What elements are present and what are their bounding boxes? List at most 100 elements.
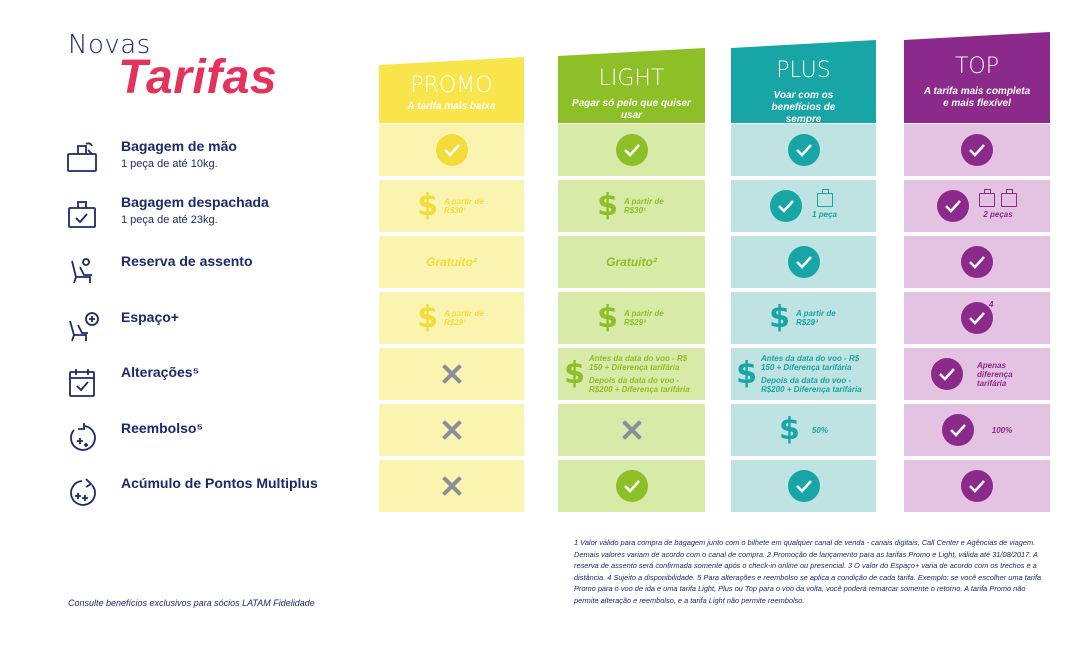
refund-icon <box>70 423 96 451</box>
promo-cell-espaco: $ A partir de R$29³ <box>379 292 524 344</box>
feature-sub: 1 peça de até 10kg. <box>121 158 218 170</box>
bag-icon <box>816 189 833 207</box>
points-icon <box>70 478 96 506</box>
carry-on-bag-icon <box>67 142 97 172</box>
plus-cell-espaco: $ A partir de R$29³ <box>731 292 876 344</box>
feature-sub: 1 peça de até 23kg. <box>121 214 218 226</box>
bag-count-label: 1 peça <box>812 210 837 219</box>
top-header-bg <box>904 32 1050 123</box>
feature-row-carry-on: Bagagem de mão 1 peça de até 10kg. <box>66 136 366 186</box>
feature-name: Reembolso⁵ <box>121 420 204 436</box>
check-icon <box>931 358 963 390</box>
x-icon <box>441 363 463 385</box>
x-icon <box>441 475 463 497</box>
check-icon <box>787 134 820 166</box>
checked-bag-icon <box>68 201 96 228</box>
change-after: Depois da data do voo - R$200 + Diferenç… <box>588 376 690 394</box>
price-label: A partir de R$30¹ <box>623 197 664 215</box>
change-before: Antes da data do voo - R$ 150 + Diferenç… <box>588 354 688 372</box>
light-cell-refund <box>558 404 705 456</box>
top-cell-changes: Apenas diferença tarifária <box>904 348 1050 400</box>
column-light: LIGHT Pagar só pelo que quiser usar $ A p… <box>558 48 705 512</box>
price-label: A partir de R$29³ <box>795 309 836 327</box>
feature-row-refund: Reembolso⁵ <box>66 418 366 468</box>
title-novas: Novas <box>68 30 151 60</box>
x-icon <box>441 419 463 441</box>
dollar-icon: $ <box>564 356 585 391</box>
top-cell-espaco: 4 <box>904 292 1050 344</box>
promo-cell-points <box>379 460 524 512</box>
footnote-marker: 4 <box>989 300 994 309</box>
check-icon <box>615 134 648 166</box>
title-tarifas: Tarifas <box>118 51 278 104</box>
promo-cell-carry-on <box>379 124 524 176</box>
check-icon <box>961 246 993 278</box>
dollar-icon: $ <box>779 412 800 447</box>
check-icon <box>435 134 468 166</box>
feature-name: Bagagem despachada <box>121 194 269 210</box>
top-cell-points <box>904 460 1050 512</box>
light-header-bg <box>558 48 705 123</box>
check-icon <box>770 190 803 222</box>
seat-icon <box>71 258 92 284</box>
promo-header-bg <box>379 57 524 123</box>
feature-name: Reserva de assento <box>121 253 253 269</box>
light-cell-changes: $ Antes da data do voo - R$ 150 + Difere… <box>558 348 705 400</box>
feature-name: Espaço+ <box>121 309 179 325</box>
check-icon <box>787 246 820 278</box>
tariff-desc-top: A tarifa mais completa e mais flexível <box>923 86 1031 109</box>
change-after: Depois da data do voo - R$200 + Diferenç… <box>760 376 862 394</box>
check-icon <box>941 414 974 446</box>
dollar-icon: $ <box>736 356 757 391</box>
tariff-name-light: LIGHT <box>598 66 665 91</box>
plus-cell-changes: $ Antes da data do voo - R$ 150 + Difere… <box>731 348 876 400</box>
check-icon <box>961 134 993 166</box>
dollar-icon: $ <box>769 300 790 335</box>
top-cell-carry-on <box>904 124 1050 176</box>
gratuito-label: Gratuito² <box>426 255 477 269</box>
refund-label: 100% <box>991 425 1013 435</box>
check-icon <box>961 302 993 334</box>
promo-cell-changes <box>379 348 524 400</box>
column-top: TOP A tarifa mais completa e mais flexív… <box>904 32 1050 512</box>
fidelidade-note: Consulte benefícios exclusivos para sóci… <box>68 598 315 608</box>
check-icon <box>937 190 969 222</box>
tariff-name-plus: PLUS <box>776 58 831 83</box>
light-cell-seat: Gratuito² <box>558 236 705 288</box>
tariff-desc-light: Pagar só pelo que quiser usar <box>572 98 691 121</box>
bag-icon <box>979 189 995 207</box>
tariff-desc-plus: Voar com os benefícios de sempre <box>771 90 836 125</box>
top-cell-checked-bag: 2 peças <box>904 180 1050 232</box>
plus-cell-refund: $50% <box>731 404 876 456</box>
footnotes: 1 Valor válido para compra de bagagem ju… <box>574 538 1042 605</box>
plus-header-bg <box>731 40 876 123</box>
promo-cell-seat: Gratuito² <box>379 236 524 288</box>
price-label: A partir de R$29³ <box>443 309 484 327</box>
dollar-icon: $ <box>417 188 438 223</box>
feature-row-changes: Alterações⁵ <box>66 362 366 412</box>
plus-cell-points <box>731 460 876 512</box>
promo-cell-checked-bag: $ A partir de R$30¹ <box>379 180 524 232</box>
tariff-desc-promo: A tarifa mais baixa <box>407 101 496 112</box>
feature-row-points: Acúmulo de Pontos Multiplus <box>66 473 366 523</box>
seat-plus-icon <box>69 312 99 342</box>
top-cell-refund: 100% <box>904 404 1050 456</box>
feature-row-espaco: Espaço+ <box>66 307 366 357</box>
feature-name: Acúmulo de Pontos Multiplus <box>121 475 318 491</box>
dollar-icon: $ <box>597 300 618 335</box>
plus-cell-checked-bag: 1 peça <box>731 180 876 232</box>
refund-label: 50% <box>811 425 828 435</box>
plus-cell-carry-on <box>731 124 876 176</box>
feature-row-seat: Reserva de assento <box>66 251 366 301</box>
price-label: A partir de R$29³ <box>623 309 664 327</box>
plus-cell-seat <box>731 236 876 288</box>
dollar-icon: $ <box>417 300 438 335</box>
feature-name: Bagagem de mão <box>121 138 237 154</box>
light-cell-espaco: $ A partir de R$29³ <box>558 292 705 344</box>
top-cell-seat <box>904 236 1050 288</box>
tariff-name-top: TOP <box>954 54 1000 79</box>
gratuito-label: Gratuito² <box>606 255 657 269</box>
dollar-icon: $ <box>597 188 618 223</box>
change-label: Apenas diferença tarifária <box>977 360 1013 388</box>
change-before: Antes da data do voo - R$ 150 + Diferenç… <box>760 354 860 372</box>
